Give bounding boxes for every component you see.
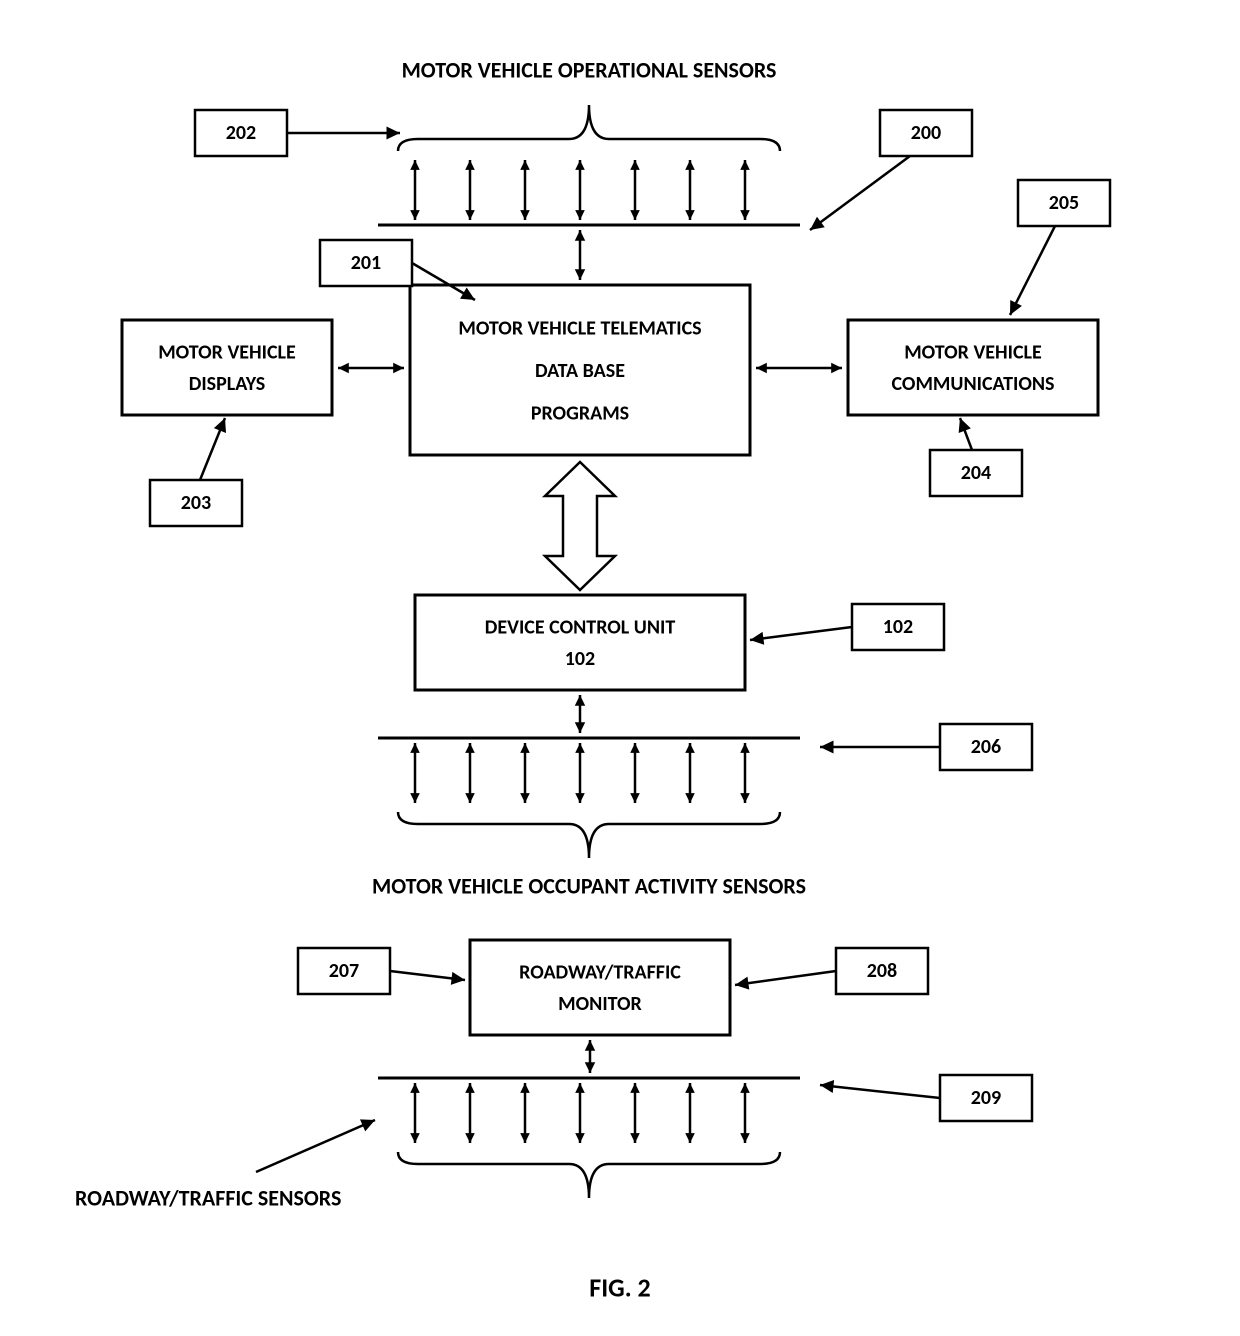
motor-vehicle-telematics-text: PROGRAMS xyxy=(531,401,629,425)
callout-label: 206 xyxy=(971,735,1001,759)
big-double-arrow xyxy=(545,462,615,590)
callout-label: 205 xyxy=(1049,191,1079,215)
motor-vehicle-displays-text: MOTOR VEHICLE xyxy=(158,341,296,365)
title-occupant-sensors: MOTOR VEHICLE OCCUPANT ACTIVITY SENSORS xyxy=(372,872,806,899)
roadway-traffic-monitor xyxy=(470,940,730,1035)
motor-vehicle-telematics-text: MOTOR VEHICLE TELEMATICS xyxy=(458,316,701,340)
callout-label: 209 xyxy=(971,1086,1001,1110)
callout-label: 207 xyxy=(329,959,359,983)
device-control-unit-text: DEVICE CONTROL UNIT xyxy=(485,616,676,640)
title-roadway-sensors: ROADWAY/TRAFFIC SENSORS xyxy=(75,1184,341,1211)
callout-label: 204 xyxy=(961,461,991,485)
motor-vehicle-communications-text: MOTOR VEHICLE xyxy=(904,341,1042,365)
motor-vehicle-displays xyxy=(122,320,332,415)
motor-vehicle-communications xyxy=(848,320,1098,415)
callout-label: 102 xyxy=(883,615,913,639)
callout-label: 203 xyxy=(181,491,211,515)
figure-caption: FIG. 2 xyxy=(589,1271,650,1303)
title-top-sensors: MOTOR VEHICLE OPERATIONAL SENSORS xyxy=(402,56,777,83)
motor-vehicle-communications-text: COMMUNICATIONS xyxy=(891,372,1054,396)
roadway-traffic-monitor-text: MONITOR xyxy=(558,992,642,1016)
motor-vehicle-telematics-text: DATA BASE xyxy=(535,359,625,383)
callout-label: 202 xyxy=(226,121,256,145)
callout-label: 200 xyxy=(911,121,941,145)
callout-label: 208 xyxy=(867,959,897,983)
motor-vehicle-displays-text: DISPLAYS xyxy=(189,372,266,396)
device-control-unit xyxy=(415,595,745,690)
callout-label: 201 xyxy=(351,251,381,275)
device-control-unit-text: 102 xyxy=(565,647,595,671)
roadway-traffic-monitor-text: ROADWAY/TRAFFIC xyxy=(519,961,681,985)
